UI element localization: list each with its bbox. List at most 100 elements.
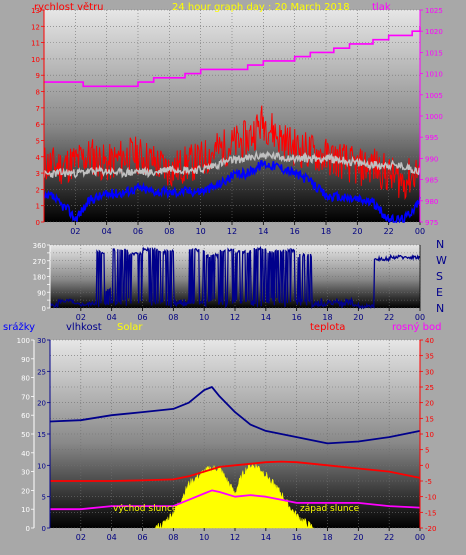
wind-speed-axis-tick-label: 4 — [36, 154, 41, 162]
climate-x-tick-label: 14 — [261, 533, 271, 542]
wind-x-tick-label: 22 — [384, 227, 394, 236]
wind-speed-axis-tick-label: 7 — [36, 105, 40, 113]
pressure-axis-tick-label: 1005 — [425, 92, 443, 100]
chart-title: 24 hour graph day : 20 March 2018 — [172, 2, 350, 13]
wind-x-tick-label: 14 — [258, 227, 268, 236]
temperature-label: teplota — [310, 322, 346, 333]
climate-x-tick-label: 18 — [322, 533, 332, 542]
rain-axis-tick-label: 40 — [21, 450, 30, 458]
pressure-label: tlak — [372, 2, 391, 13]
solar-label: Solar — [117, 322, 143, 333]
wind-speed-axis-tick-label: 6 — [36, 121, 41, 129]
temperature-axis-tick-label: 40 — [425, 337, 434, 345]
pressure-axis-tick-label: 995 — [425, 134, 438, 142]
temperature-axis-tick-label: 10 — [425, 431, 434, 439]
temperature-axis-tick-label: -15 — [425, 509, 436, 517]
wind-x-tick-label: 10 — [196, 227, 206, 236]
climate-x-tick-label: 22 — [384, 533, 394, 542]
climate-x-tick-label: 06 — [137, 533, 147, 542]
dir-x-tick-label: 08 — [168, 313, 178, 322]
climate-x-tick-label: 04 — [107, 533, 117, 542]
wind-speed-line — [43, 105, 421, 201]
wind-x-tick-label: 06 — [133, 227, 143, 236]
temperature-axis-tick-label: 15 — [425, 415, 434, 423]
wind-gust-line — [43, 149, 421, 179]
dir-x-tick-label: 06 — [137, 313, 147, 322]
climate-x-tick-label: 10 — [199, 533, 209, 542]
dir-x-tick-label: 20 — [353, 313, 363, 322]
climate-x-tick-label: 16 — [292, 533, 302, 542]
wind-direction-axis-tick-label: 360 — [33, 242, 46, 250]
wind-speed-axis-tick-label: 5 — [36, 137, 40, 145]
climate-x-tick-label: 00 — [415, 533, 425, 542]
dir-x-tick-label: 10 — [199, 313, 209, 322]
wind-x-tick-label: 04 — [102, 227, 112, 236]
temperature-axis-tick-label: -5 — [425, 478, 432, 486]
temperature-axis-tick-label: -20 — [425, 525, 436, 533]
compass-e: E — [436, 286, 443, 299]
humidity-axis-tick-label: 15 — [37, 431, 46, 439]
rain-axis-tick-label: 80 — [21, 375, 30, 383]
compass-s: S — [436, 270, 443, 283]
rain-axis-tick-label: 70 — [21, 393, 30, 401]
rain-axis-tick-label: 20 — [21, 487, 30, 495]
dir-x-tick-label: 18 — [322, 313, 332, 322]
rain-axis-tick-label: 100 — [17, 337, 30, 345]
temperature-axis-tick-label: 20 — [425, 400, 434, 408]
compass-w: W — [436, 254, 447, 267]
temperature-axis-tick-label: 35 — [425, 353, 434, 361]
wind-speed-axis-tick-label: 0 — [36, 219, 40, 227]
wind-speed-axis-tick-label: 13 — [31, 7, 40, 15]
wind-speed-axis-tick-label: 1 — [36, 203, 40, 211]
pressure-axis-tick-label: 1010 — [425, 71, 443, 79]
wind-x-tick-label: 12 — [227, 227, 237, 236]
pressure-axis-tick-label: 1025 — [425, 7, 443, 15]
dir-x-tick-label: 02 — [76, 313, 86, 322]
wind-avg-line — [43, 160, 421, 224]
pressure-axis-tick-label: 1000 — [425, 113, 443, 121]
humidity-axis-tick-label: 25 — [37, 368, 46, 376]
pressure-line — [44, 27, 421, 88]
rain-axis-tick-label: 50 — [21, 431, 30, 439]
dir-x-tick-label: 00 — [415, 313, 425, 322]
climate-x-tick-label: 20 — [353, 533, 363, 542]
wind-speed-label: rychlost větru — [34, 2, 104, 13]
dir-x-tick-label: 16 — [292, 313, 302, 322]
wind-speed-axis-tick-label: 9 — [36, 72, 40, 80]
wind-speed-axis-tick-label: 2 — [36, 186, 40, 194]
sunset-label: západ slunce — [300, 504, 360, 514]
dir-x-tick-label: 22 — [384, 313, 394, 322]
temperature-axis-tick-label: 5 — [425, 447, 429, 455]
wind-direction-axis-tick-label: 270 — [33, 258, 46, 266]
wind-speed-axis-tick-label: 12 — [31, 23, 40, 31]
pressure-axis-tick-label: 1015 — [425, 49, 443, 57]
rain-axis-tick-label: 90 — [21, 356, 30, 364]
rain-axis-tick-label: 60 — [21, 412, 30, 420]
temperature-line — [50, 460, 421, 482]
climate-x-tick-label: 02 — [76, 533, 86, 542]
pressure-axis-tick-label: 1020 — [425, 28, 443, 36]
temperature-axis-tick-label: 25 — [425, 384, 434, 392]
temperature-axis-tick-label: 30 — [425, 368, 434, 376]
humidity-axis-tick-label: 10 — [37, 462, 46, 470]
wind-direction-axis-tick-label: 180 — [33, 274, 46, 282]
climate-x-tick-label: 12 — [230, 533, 240, 542]
wind-direction-axis-tick-label: 0 — [42, 305, 46, 313]
dir-x-tick-label: 12 — [230, 313, 240, 322]
rain-axis-tick-label: 10 — [21, 506, 30, 514]
temperature-axis-tick-label: 0 — [425, 462, 429, 470]
wind-x-tick-label: 00 — [415, 227, 425, 236]
rain-label: srážky — [3, 322, 36, 333]
wind-speed-axis-tick-label: 10 — [31, 56, 40, 64]
pressure-axis-tick-label: 990 — [425, 155, 438, 163]
wind-x-tick-label: 02 — [70, 227, 80, 236]
humidity-axis-tick-label: 30 — [37, 337, 46, 345]
pressure-axis-tick-label: 975 — [425, 219, 438, 227]
wind-speed-axis-tick-label: 8 — [36, 89, 40, 97]
dir-x-tick-label: 04 — [107, 313, 117, 322]
compass-n-bottom: N — [436, 302, 445, 315]
dewpoint-line — [50, 489, 421, 511]
wind-x-tick-label: 20 — [352, 227, 362, 236]
